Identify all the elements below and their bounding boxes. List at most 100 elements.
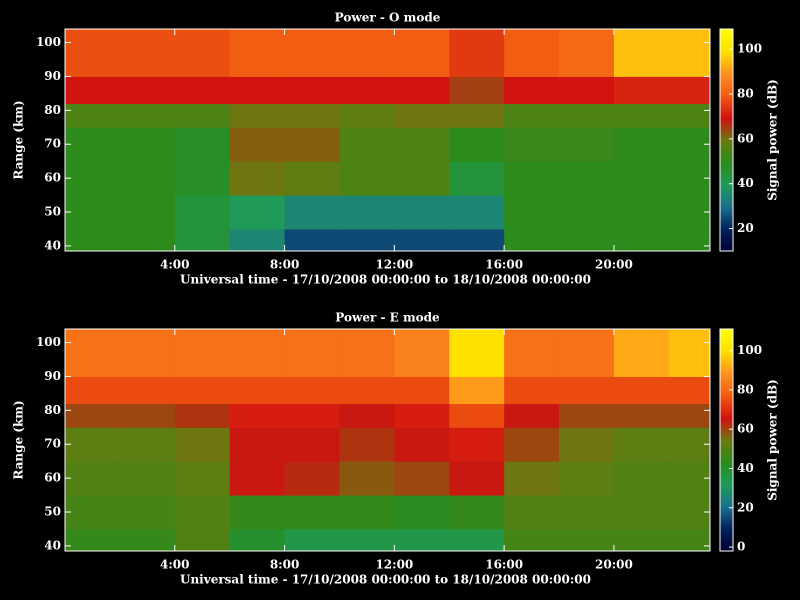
colorbar-cell bbox=[720, 219, 733, 222]
colorbar-cell bbox=[720, 207, 733, 210]
plot-frame bbox=[64, 328, 711, 552]
x-tick-label: 4:00 bbox=[160, 558, 189, 572]
heat-cell bbox=[339, 103, 395, 128]
colorbar-cell bbox=[720, 401, 733, 404]
heat-cell bbox=[449, 127, 505, 162]
colorbar-cell bbox=[720, 359, 733, 362]
colorbar-cell bbox=[720, 149, 733, 152]
colorbar-cell bbox=[720, 59, 733, 62]
heat-cell bbox=[229, 161, 286, 196]
colorbar-cell bbox=[720, 523, 733, 526]
heat-cell bbox=[174, 76, 231, 105]
colorbar-cell bbox=[720, 375, 733, 378]
y-tick-label: 40 bbox=[44, 238, 61, 252]
heat-cell bbox=[668, 329, 711, 377]
colorbar-cell bbox=[720, 521, 733, 524]
heat-cell bbox=[559, 376, 615, 405]
colorbar-cell bbox=[720, 477, 733, 480]
x-axis-label: Universal time - 17/10/2008 00:00:00 to … bbox=[180, 273, 591, 287]
colorbar-tick-label: 0 bbox=[737, 540, 745, 554]
colorbar-cell bbox=[720, 525, 733, 528]
colorbar-cell bbox=[720, 213, 733, 216]
colorbar-cell bbox=[720, 103, 733, 106]
colorbar-cell bbox=[720, 89, 733, 92]
colorbar-cell bbox=[720, 93, 733, 96]
heat-cell bbox=[613, 228, 670, 252]
x-tick-label: 8:00 bbox=[270, 258, 299, 272]
heat-cell bbox=[119, 228, 176, 252]
colorbar-cell bbox=[720, 457, 733, 460]
y-tick-label: 70 bbox=[44, 137, 61, 151]
heat-cell bbox=[504, 427, 560, 462]
heat-cell bbox=[394, 103, 450, 128]
colorbar-cell bbox=[720, 543, 733, 546]
colorbar-cell bbox=[720, 215, 733, 218]
colorbar-cell bbox=[720, 349, 733, 352]
colorbar-cell bbox=[720, 155, 733, 158]
heat-cell bbox=[284, 495, 340, 530]
heat-cell bbox=[229, 376, 286, 405]
colorbar-cell bbox=[720, 431, 733, 434]
colorbar-cell bbox=[720, 361, 733, 364]
colorbar-cell bbox=[720, 391, 733, 394]
colorbar-tick-label: 40 bbox=[737, 176, 754, 190]
colorbar-cell bbox=[720, 503, 733, 506]
colorbar-cell bbox=[720, 123, 733, 126]
heat-cell bbox=[504, 228, 560, 252]
heat-cell bbox=[119, 495, 176, 530]
y-axis-label: Range (km) bbox=[12, 100, 26, 179]
colorbar-cell bbox=[720, 197, 733, 200]
colorbar-cell bbox=[720, 483, 733, 486]
heat-cell bbox=[668, 228, 711, 252]
colorbar-cell bbox=[720, 151, 733, 154]
heat-cell bbox=[613, 461, 670, 496]
colorbar-cell bbox=[720, 63, 733, 66]
heat-cell bbox=[339, 195, 395, 230]
colorbar-cell bbox=[720, 165, 733, 168]
colorbar-cell bbox=[720, 549, 733, 552]
colorbar-cell bbox=[720, 187, 733, 190]
y-tick-label: 50 bbox=[44, 205, 61, 219]
colorbar-cell bbox=[720, 515, 733, 518]
colorbar-cell bbox=[720, 95, 733, 98]
heat-cell bbox=[174, 29, 231, 77]
colorbar-cell bbox=[720, 61, 733, 64]
colorbar-cell bbox=[720, 343, 733, 346]
colorbar-cell bbox=[720, 421, 733, 424]
heat-cell bbox=[339, 495, 395, 530]
colorbar-cell bbox=[720, 241, 733, 244]
heat-cell bbox=[394, 195, 450, 230]
heat-cell bbox=[559, 329, 615, 377]
heat-cell bbox=[559, 427, 615, 462]
colorbar-cell bbox=[720, 329, 733, 332]
heat-cell bbox=[449, 161, 505, 196]
heat-cell bbox=[504, 528, 560, 552]
colorbar-cell bbox=[720, 105, 733, 108]
colorbar-cell bbox=[720, 203, 733, 206]
heat-cell bbox=[613, 161, 670, 196]
colorbar-cell bbox=[720, 405, 733, 408]
colorbar-cell bbox=[720, 527, 733, 530]
heat-cell bbox=[65, 103, 121, 128]
heat-cell bbox=[339, 228, 395, 252]
colorbar-cell bbox=[720, 115, 733, 118]
colorbar-cell bbox=[720, 217, 733, 220]
colorbar-cell bbox=[720, 181, 733, 184]
colorbar-cell bbox=[720, 31, 733, 34]
heat-cell bbox=[613, 528, 670, 552]
colorbar-cell bbox=[720, 131, 733, 134]
colorbar-tick-label: 100 bbox=[737, 343, 762, 357]
heat-cell bbox=[65, 528, 121, 552]
heat-cell bbox=[559, 76, 615, 105]
heat-cell bbox=[668, 29, 711, 77]
heat-cell bbox=[65, 495, 121, 530]
heat-cell bbox=[229, 127, 286, 162]
heat-cell bbox=[668, 76, 711, 105]
colorbar-cell bbox=[720, 147, 733, 150]
colorbar-cell bbox=[720, 541, 733, 544]
colorbar-cell bbox=[720, 245, 733, 248]
colorbar-cell bbox=[720, 459, 733, 462]
heat-cell bbox=[504, 103, 560, 128]
colorbar-cell bbox=[720, 365, 733, 368]
heat-cell bbox=[613, 403, 670, 428]
